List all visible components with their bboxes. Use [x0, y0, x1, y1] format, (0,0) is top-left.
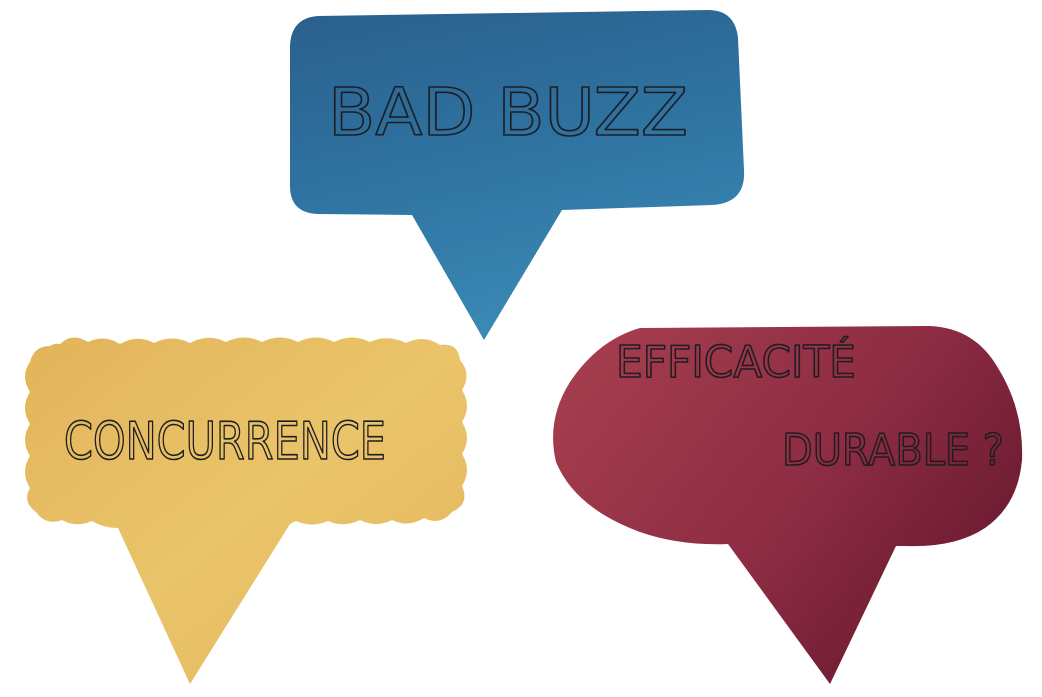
- yellow-bubble-label: CONCURRENCE: [64, 412, 386, 472]
- red-bubble-label-line1: EFFICACITÉ: [616, 335, 856, 388]
- blue-bubble-label: BAD BUZZ: [328, 74, 688, 151]
- blue-speech-bubble: BAD BUZZ: [290, 10, 745, 340]
- yellow-speech-bubble: CONCURRENCE: [25, 337, 467, 684]
- yellow-bubble-shape: [25, 337, 467, 684]
- red-speech-bubble: EFFICACITÉ DURABLE ?: [553, 326, 1023, 684]
- red-bubble-shape: [553, 326, 1023, 684]
- red-bubble-label-line2: DURABLE ?: [782, 425, 1004, 476]
- blue-bubble-shape: [290, 10, 745, 340]
